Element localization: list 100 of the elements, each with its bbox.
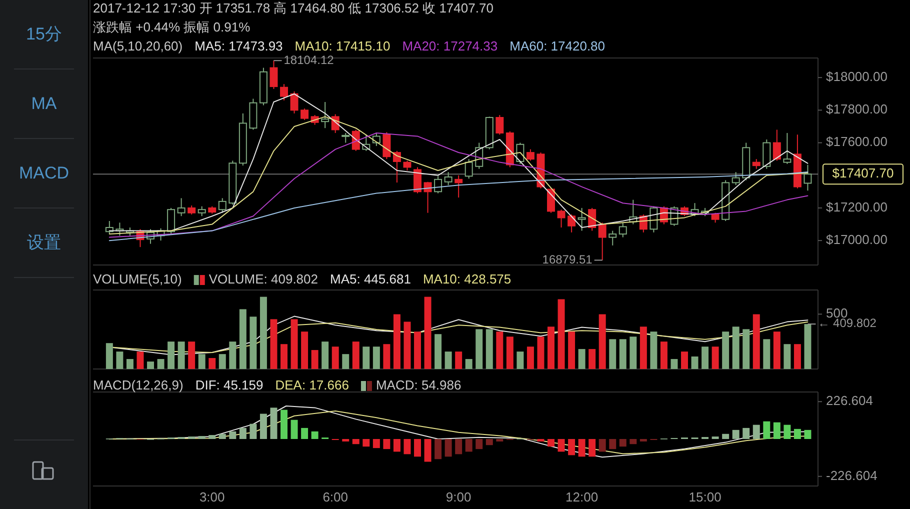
bar xyxy=(342,354,350,369)
legend-title: VOLUME(5,10) xyxy=(93,271,182,286)
bar xyxy=(568,332,576,369)
bar xyxy=(362,346,370,369)
x-tick-label: 3:00 xyxy=(199,489,225,504)
legend-label: VOLUME: 409.802 xyxy=(208,271,318,286)
x-tick-label: 15:00 xyxy=(688,489,722,504)
bar xyxy=(208,435,216,439)
bar xyxy=(465,439,472,452)
bar xyxy=(773,332,780,369)
y-tick-label: $18000.00 xyxy=(826,68,888,84)
bar xyxy=(260,414,267,439)
bar xyxy=(372,346,380,369)
bar xyxy=(650,332,658,369)
bar xyxy=(784,424,791,439)
bar xyxy=(168,342,175,369)
x-tick-label: 6:00 xyxy=(322,489,348,504)
bar xyxy=(332,346,339,369)
bar xyxy=(578,439,586,457)
bar xyxy=(270,319,278,369)
bar xyxy=(516,352,524,369)
bar xyxy=(588,439,596,457)
bar xyxy=(414,439,421,457)
line-series xyxy=(108,132,808,238)
text: 15分 xyxy=(26,24,62,44)
bar xyxy=(280,410,288,439)
bar xyxy=(598,439,606,452)
bar xyxy=(784,344,791,369)
text: MA10: 17415.10 xyxy=(294,38,390,54)
bar xyxy=(732,430,740,439)
x-tick-label: 9:00 xyxy=(446,489,472,504)
x-tick-label: 12:00 xyxy=(566,489,598,504)
bar xyxy=(619,439,626,447)
bar xyxy=(455,352,462,369)
bar xyxy=(311,431,318,439)
bar xyxy=(794,344,801,369)
bar xyxy=(630,439,637,444)
bar xyxy=(691,356,698,369)
y-tick-label: $17600.00 xyxy=(826,134,888,150)
text: MA60: 17420.80 xyxy=(510,38,606,54)
legend-label: MACD: 54.986 xyxy=(376,377,462,392)
bar xyxy=(476,439,483,450)
bar xyxy=(147,362,154,369)
legend-title: MACD(12,26,9) xyxy=(93,377,184,392)
bar xyxy=(106,343,113,369)
bar xyxy=(352,439,360,444)
legend-title: MA(5,10,20,60) xyxy=(93,38,183,54)
bar xyxy=(752,424,760,439)
bar xyxy=(239,309,246,369)
bar xyxy=(404,322,411,369)
bar xyxy=(640,326,647,369)
bar xyxy=(722,332,730,369)
candlestick xyxy=(578,207,586,232)
bar xyxy=(414,332,421,369)
bar xyxy=(229,342,236,369)
bar xyxy=(722,434,730,439)
y-tick-label: $17200.00 xyxy=(826,199,888,214)
bar xyxy=(116,352,124,369)
bar xyxy=(804,430,812,439)
y-tick-label: $17800.00 xyxy=(826,102,888,117)
bar xyxy=(660,342,668,369)
bar xyxy=(537,336,544,369)
text: 设置 xyxy=(27,232,61,252)
bar xyxy=(301,428,308,439)
bar xyxy=(588,349,596,369)
bar xyxy=(280,344,288,369)
bar xyxy=(311,350,318,369)
bar xyxy=(372,439,380,448)
bar xyxy=(794,428,801,439)
bar xyxy=(290,319,298,369)
bar xyxy=(712,346,719,369)
bar xyxy=(178,342,185,369)
bar xyxy=(322,342,329,369)
bar xyxy=(506,336,514,369)
bar xyxy=(681,352,688,369)
bar xyxy=(218,354,226,369)
bar xyxy=(619,339,626,369)
bar xyxy=(670,359,678,369)
bar xyxy=(773,422,780,439)
bar xyxy=(352,342,360,369)
bar xyxy=(383,344,390,369)
bar xyxy=(486,439,493,446)
bar xyxy=(444,439,452,457)
chart-title: 2017-12-12 17:30 开 17351.78 高 17464.80 低 17306.52 收 17407.70 xyxy=(93,0,494,16)
bar xyxy=(763,339,770,369)
bar xyxy=(301,332,308,369)
bar xyxy=(742,329,750,369)
text: MACD xyxy=(18,163,70,182)
y-tick-label: 226.604 xyxy=(826,393,873,408)
text: MA xyxy=(31,94,58,113)
annotation: 18104.12 xyxy=(284,52,334,67)
bar xyxy=(465,359,472,369)
bar xyxy=(188,342,196,369)
bar xyxy=(290,420,298,439)
bar xyxy=(250,316,257,369)
text: MA20: 17274.33 xyxy=(402,38,498,54)
bar xyxy=(239,428,246,439)
bar xyxy=(568,439,576,456)
bar xyxy=(804,324,812,369)
bar xyxy=(229,431,236,439)
